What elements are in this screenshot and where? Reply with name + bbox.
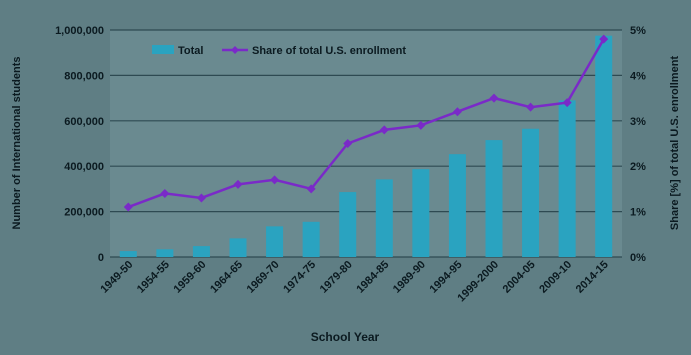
y-left-tick-label: 1,000,000 <box>55 25 104 37</box>
bar-total <box>375 179 393 257</box>
y-right-tick-label: 0% <box>630 252 646 264</box>
legend-label-share: Share of total U.S. enrollment <box>252 45 406 57</box>
line-share-point <box>452 107 462 117</box>
bar-total <box>192 246 210 257</box>
bar-total <box>339 192 357 257</box>
bar-total <box>522 128 540 257</box>
bar-total <box>595 35 613 257</box>
x-axis-title: School Year <box>311 330 380 344</box>
line-share-point <box>379 125 389 135</box>
line-share-point <box>562 98 572 108</box>
left-axis: 0 200,000 400,000 600,000 800,000 1,000,000 <box>55 25 104 264</box>
line-share-point <box>233 179 243 189</box>
bar-total <box>302 221 320 257</box>
bar-total <box>156 249 174 257</box>
line-share-point <box>489 93 499 103</box>
line-series <box>123 34 609 212</box>
x-tick-label: 2004-05 <box>501 259 538 296</box>
line-share-point <box>416 120 426 130</box>
x-tick-label: 1959-60 <box>172 259 209 296</box>
y-right-tick-label: 1% <box>630 207 646 219</box>
y-right-tick-label: 2% <box>630 161 646 173</box>
line-share-point <box>270 175 280 185</box>
plot-area-background <box>110 30 622 257</box>
line-share-path <box>127 38 605 209</box>
y-right-tick-label: 3% <box>630 116 646 128</box>
line-share-point <box>160 188 170 198</box>
legend: Total Share of total U.S. enrollment <box>152 45 406 57</box>
line-share-point <box>306 184 316 194</box>
x-axis: 1949-50 1954-55 1959-60 1964-65 1969-70 1974-… <box>98 259 610 305</box>
x-tick-label: 1949-50 <box>98 259 135 296</box>
line-share-point <box>599 34 609 44</box>
bar-total <box>558 100 576 258</box>
bar-total <box>485 140 503 257</box>
x-tick-label: 1954-55 <box>135 259 172 296</box>
right-axis: 0% 1% 2% 3% 4% 5% <box>630 25 646 264</box>
bar-total <box>229 238 247 257</box>
line-share-point <box>196 193 206 203</box>
x-tick-label: 2014-15 <box>574 259 611 296</box>
x-tick-label: 1994-95 <box>428 259 465 296</box>
line-share-point <box>343 139 353 148</box>
legend-label-total: Total <box>178 45 203 57</box>
x-tick-label: 1984-85 <box>354 259 391 296</box>
x-tick-label: 2009-10 <box>537 259 574 296</box>
x-tick-label: 1969-70 <box>245 259 282 296</box>
x-tick-label: 1974-75 <box>281 259 318 296</box>
y-axis-left-title: Number of International students <box>11 57 23 230</box>
line-share-point <box>526 102 536 112</box>
bar-total <box>448 154 466 257</box>
y-left-tick-label: 0 <box>98 252 104 264</box>
bar-series <box>119 35 613 258</box>
x-tick-label: 1964-65 <box>208 259 245 296</box>
bar-total <box>119 251 137 257</box>
y-left-tick-label: 800,000 <box>64 70 104 82</box>
y-left-tick-label: 200,000 <box>64 207 104 219</box>
y-axis-right-title: Share [%] of total U.S. enrollment <box>669 56 681 231</box>
y-left-tick-label: 400,000 <box>64 161 104 173</box>
y-right-tick-label: 5% <box>630 25 646 37</box>
x-tick-label: 1979-80 <box>318 259 355 296</box>
line-share-point <box>123 202 133 212</box>
bar-total <box>412 169 430 257</box>
legend-swatch-total <box>152 45 174 54</box>
x-tick-label: 1989-90 <box>391 259 428 296</box>
legend-marker-share <box>231 46 239 54</box>
bar-total <box>266 226 284 257</box>
y-left-tick-label: 600,000 <box>64 116 104 128</box>
y-right-tick-label: 4% <box>630 70 646 82</box>
